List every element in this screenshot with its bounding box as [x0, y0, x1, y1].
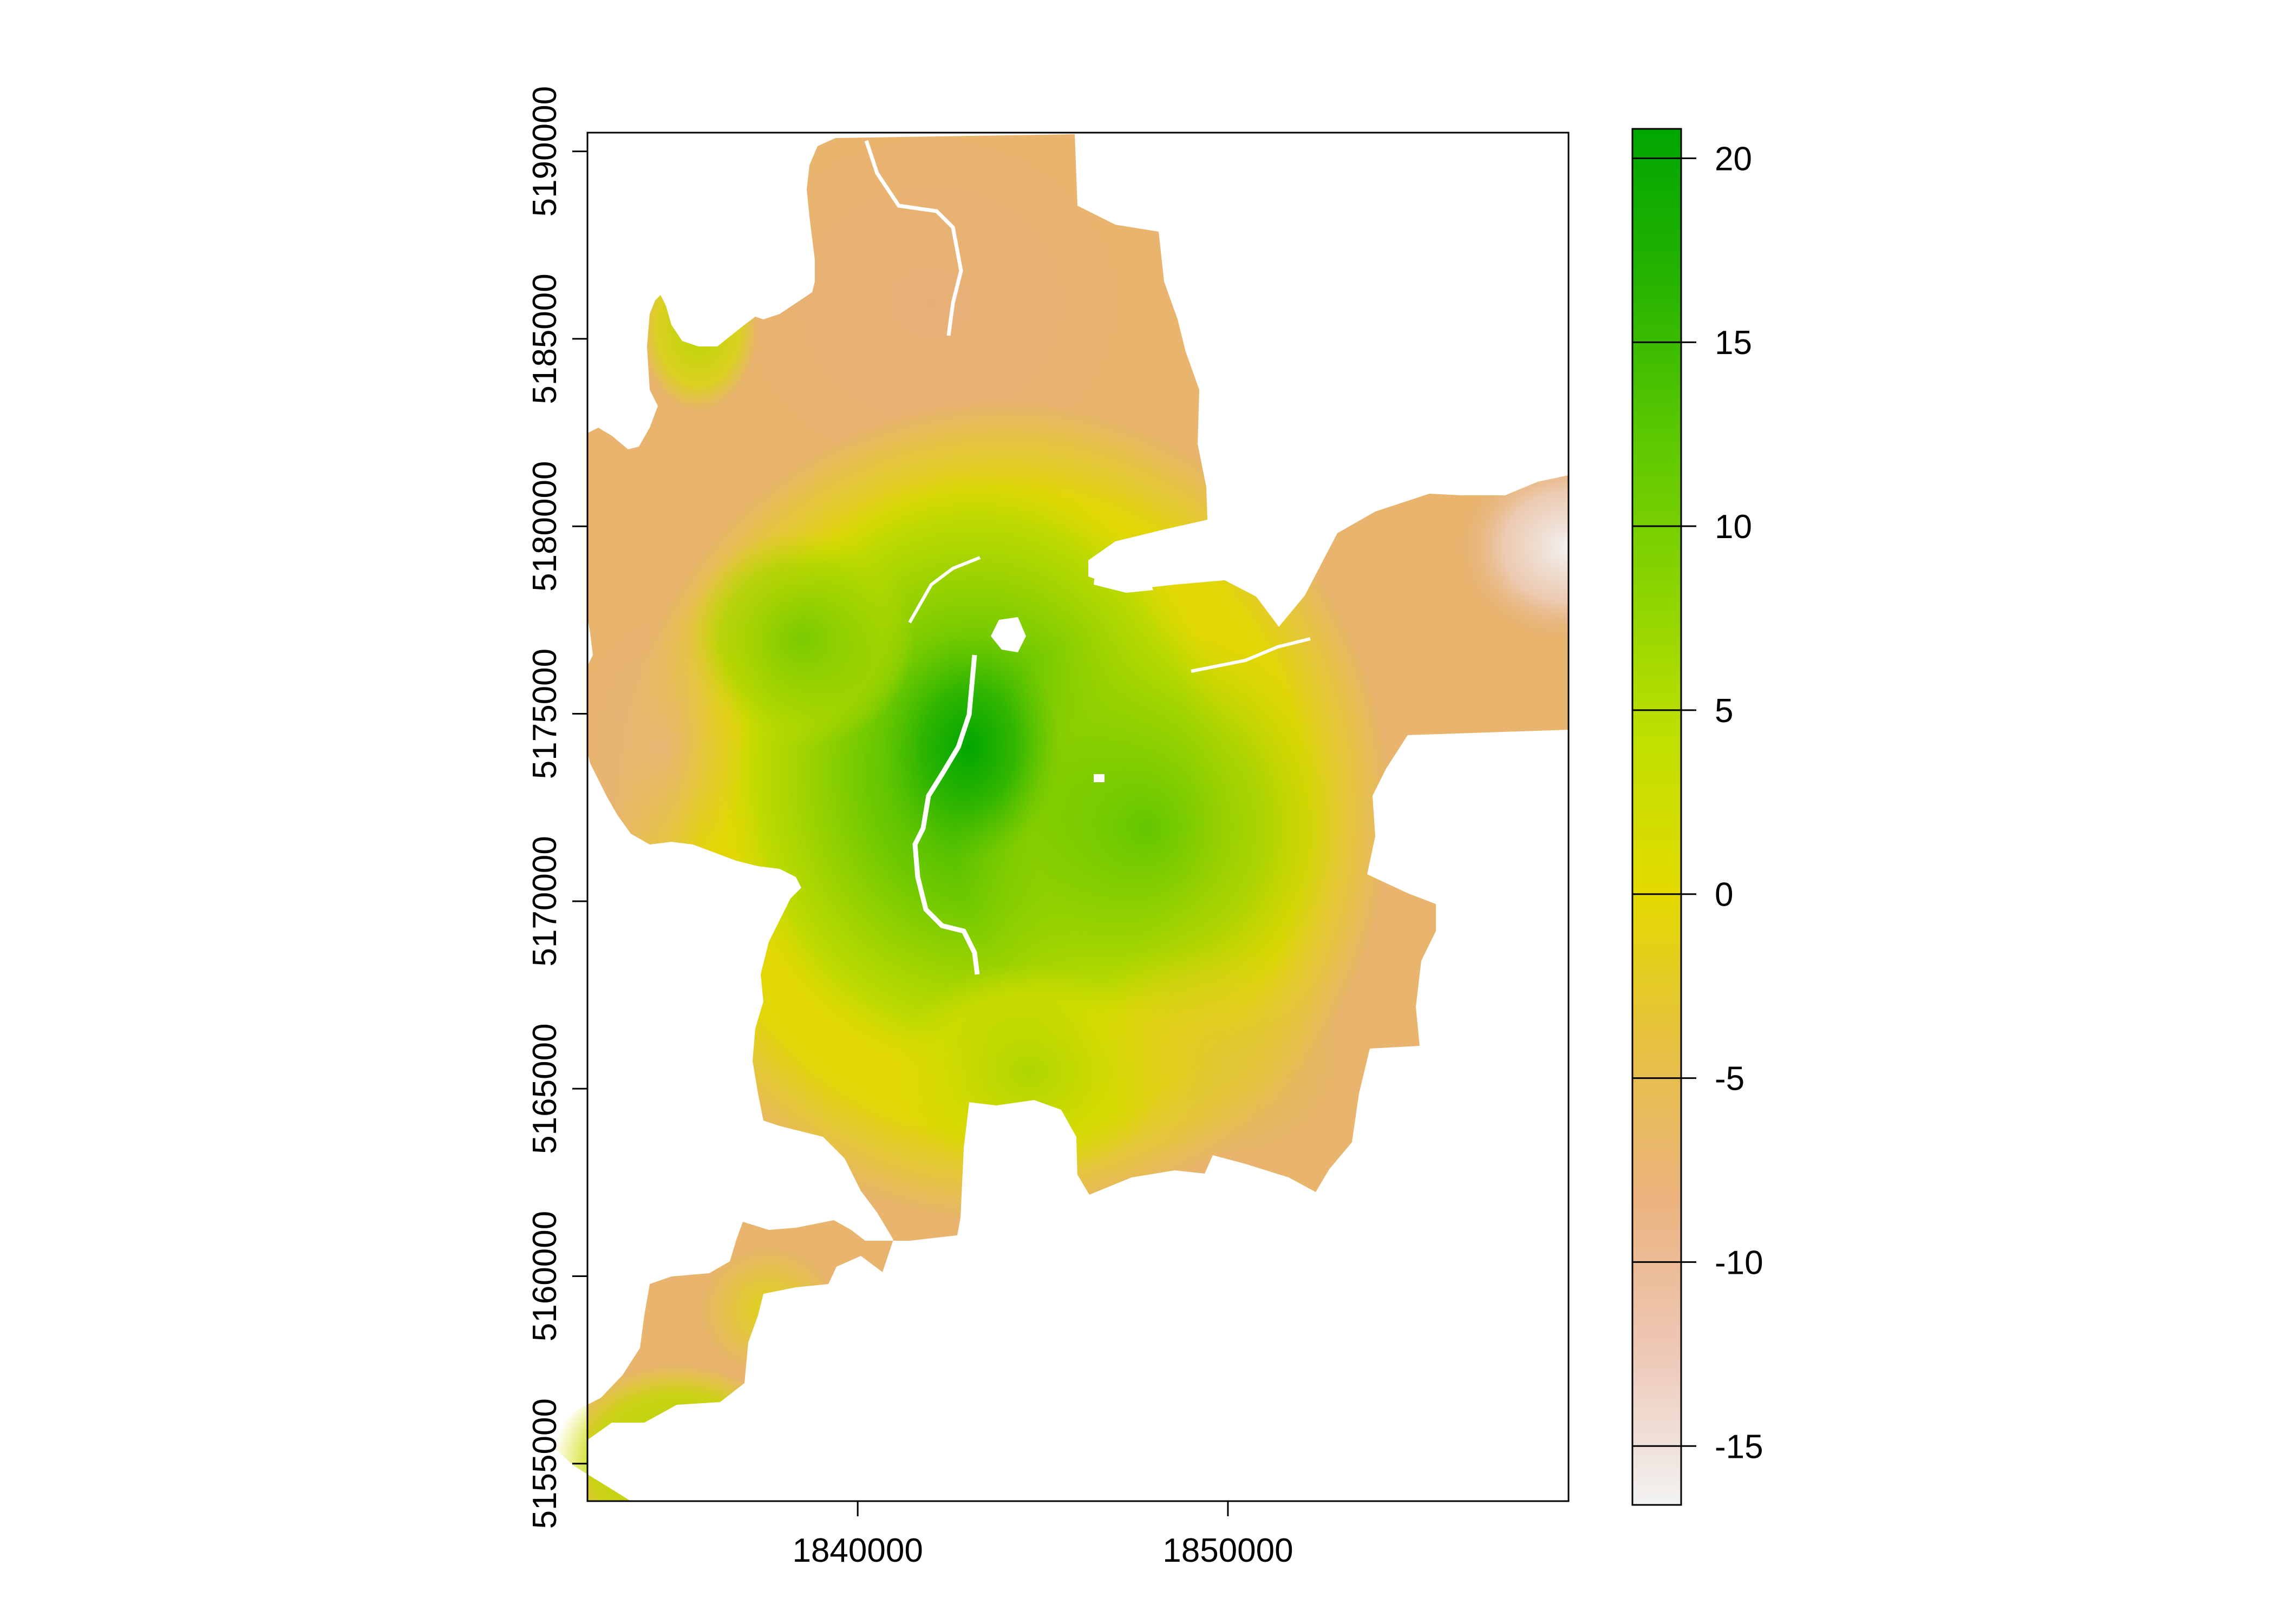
- raster-blob: [574, 617, 747, 877]
- raster-blob: [877, 633, 1061, 861]
- legend-colorbar: [1632, 129, 1681, 1505]
- raster-blob: [698, 1245, 839, 1375]
- legend: 20 15 10 5 0 -5 -10 -15: [1632, 129, 1763, 1505]
- legend-tick-label: -10: [1715, 1244, 1763, 1281]
- y-tick-label: 5180000: [526, 461, 564, 592]
- y-axis: 5155000 5160000 5165000 5170000 5175000 51800…: [526, 86, 587, 1529]
- raster-blob: [552, 1364, 801, 1559]
- legend-tick-label: 10: [1715, 508, 1752, 546]
- legend-tick-label: 20: [1715, 140, 1752, 178]
- legend-tick-label: 15: [1715, 324, 1752, 362]
- nodata-cell: [1094, 774, 1105, 782]
- y-tick-label: 5190000: [526, 86, 564, 217]
- y-tick-label: 5155000: [526, 1398, 564, 1529]
- legend-tick-label: 5: [1715, 692, 1733, 730]
- legend-tick-label: 0: [1715, 876, 1733, 914]
- y-tick-label: 5185000: [526, 273, 564, 404]
- legend-tick-label: -15: [1715, 1428, 1763, 1465]
- y-tick-label: 5175000: [526, 649, 564, 779]
- legend-tick-label: -5: [1715, 1060, 1744, 1098]
- x-tick-label: 1840000: [792, 1532, 923, 1569]
- raster-blob: [1099, 947, 1348, 1164]
- y-tick-label: 5165000: [526, 1023, 564, 1154]
- y-tick-label: 5160000: [526, 1211, 564, 1341]
- raster-blob: [639, 238, 758, 411]
- x-axis: 1840000 1850000: [792, 1501, 1293, 1569]
- raster-layer: [552, 130, 1677, 1559]
- y-tick-label: 5170000: [526, 836, 564, 966]
- x-tick-label: 1850000: [1162, 1532, 1293, 1569]
